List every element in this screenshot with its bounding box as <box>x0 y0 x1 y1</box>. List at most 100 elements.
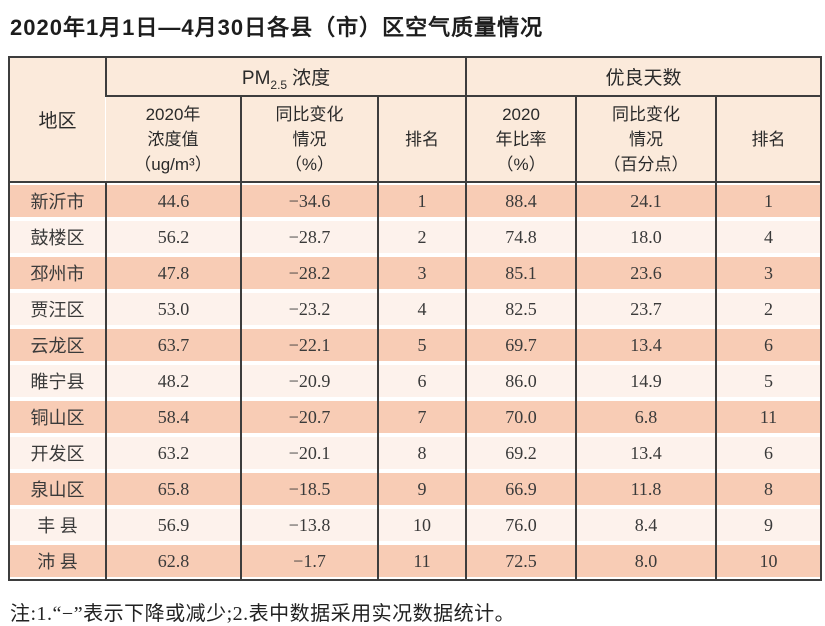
pm25-suffix: 浓度 <box>292 68 331 89</box>
good-rank-cell: 5 <box>715 363 822 399</box>
pm-value-cell: 44.6 <box>105 182 241 219</box>
pm-change-cell: −34.6 <box>240 182 378 219</box>
good-change-header-line2: 情况 <box>629 129 664 149</box>
pm-change-header-line2: 情况 <box>292 129 327 149</box>
pm-change-cell: −1.7 <box>240 543 378 580</box>
good-ratio-cell: 69.7 <box>465 327 577 363</box>
good-change-cell: 23.7 <box>575 291 717 327</box>
good-change-cell: 8.0 <box>575 543 717 580</box>
region-cell: 铜山区 <box>9 399 106 435</box>
pm-value-cell: 63.7 <box>105 327 241 363</box>
good-change-cell: 13.4 <box>575 435 717 471</box>
table-row: 云龙区 63.7 −22.1 5 69.7 13.4 6 <box>9 327 822 363</box>
good-rank-cell: 4 <box>715 219 822 255</box>
good-change-cell: 13.4 <box>575 327 717 363</box>
good-change-cell: 18.0 <box>575 219 717 255</box>
pm-value-header-line1: 2020年 <box>145 104 201 124</box>
header-group-row: 地区 PM2.5 浓度 优良天数 <box>9 57 822 183</box>
good-ratio-cell: 76.0 <box>465 507 577 543</box>
pm-change-cell: −28.7 <box>240 219 378 255</box>
region-cell: 丰 县 <box>9 507 106 543</box>
col-header-good-change: 同比变化 情况 （百分点） <box>575 96 717 183</box>
good-change-cell: 11.8 <box>575 471 717 507</box>
good-rank-cell: 11 <box>715 399 822 435</box>
table-row: 沛 县 62.8 −1.7 11 72.5 8.0 10 <box>9 543 822 580</box>
page-title: 2020年1月1日—4月30日各县（市）区空气质量情况 <box>10 15 544 40</box>
header-sub-row: 2020年 浓度值 （ug/m³） 同比变化 情况 （%） 排名 2020 年比… <box>9 96 822 183</box>
pm-rank-cell: 10 <box>376 507 467 543</box>
col-header-good-rank: 排名 <box>715 96 822 183</box>
pm-value-cell: 62.8 <box>105 543 241 580</box>
col-header-region: 地区 <box>9 57 106 183</box>
good-rank-cell: 6 <box>715 327 822 363</box>
good-change-cell: 23.6 <box>575 255 717 291</box>
air-quality-table: 地区 PM2.5 浓度 优良天数 2020年 浓度值 （ug/m³） 同比变化 情… <box>8 56 823 581</box>
footnote: 注:1.“−”表示下降或减少;2.表中数据采用实况数据统计。 <box>10 603 516 625</box>
good-ratio-cell: 69.2 <box>465 435 577 471</box>
region-cell: 睢宁县 <box>9 363 106 399</box>
pm-value-header-line2: 浓度值 <box>147 129 199 149</box>
region-cell: 鼓楼区 <box>9 219 106 255</box>
pm-value-cell: 56.2 <box>105 219 241 255</box>
pm-value-cell: 56.9 <box>105 507 241 543</box>
pm-change-cell: −28.2 <box>240 255 378 291</box>
good-rank-cell: 3 <box>715 255 822 291</box>
good-rank-cell: 8 <box>715 471 822 507</box>
good-ratio-cell: 74.8 <box>465 219 577 255</box>
good-change-cell: 24.1 <box>575 182 717 219</box>
good-ratio-cell: 88.4 <box>465 182 577 219</box>
pm-rank-cell: 9 <box>376 471 467 507</box>
good-ratio-header-line1: 2020 <box>502 104 540 124</box>
good-rank-cell: 6 <box>715 435 822 471</box>
pm-value-cell: 47.8 <box>105 255 241 291</box>
pm-change-cell: −22.1 <box>240 327 378 363</box>
table-row: 铜山区 58.4 −20.7 7 70.0 6.8 11 <box>9 399 822 435</box>
pm-rank-cell: 8 <box>376 435 467 471</box>
pm-value-cell: 58.4 <box>105 399 241 435</box>
pm-change-header-line3: （%） <box>284 154 335 174</box>
pm-value-cell: 53.0 <box>105 291 241 327</box>
region-cell: 邳州市 <box>9 255 106 291</box>
table-header: 地区 PM2.5 浓度 优良天数 2020年 浓度值 （ug/m³） 同比变化 情… <box>9 57 822 183</box>
good-rank-cell: 1 <box>715 182 822 219</box>
pm-value-header-line3: （ug/m³） <box>134 154 212 174</box>
pm-change-cell: −23.2 <box>240 291 378 327</box>
col-group-good-days: 优良天数 <box>465 57 822 97</box>
good-ratio-cell: 66.9 <box>465 471 577 507</box>
col-header-pm-change: 同比变化 情况 （%） <box>240 96 378 183</box>
good-ratio-cell: 72.5 <box>465 543 577 580</box>
col-header-good-ratio: 2020 年比率 （%） <box>465 96 577 183</box>
region-cell: 贾汪区 <box>9 291 106 327</box>
pm-rank-cell: 7 <box>376 399 467 435</box>
good-rank-cell: 9 <box>715 507 822 543</box>
table-row: 丰 县 56.9 −13.8 10 76.0 8.4 9 <box>9 507 822 543</box>
region-cell: 沛 县 <box>9 543 106 580</box>
pm-rank-cell: 5 <box>376 327 467 363</box>
table-row: 泉山区 65.8 −18.5 9 66.9 11.8 8 <box>9 471 822 507</box>
pm-rank-cell: 4 <box>376 291 467 327</box>
good-change-cell: 8.4 <box>575 507 717 543</box>
pm-rank-cell: 11 <box>376 543 467 580</box>
good-ratio-header-line2: 年比率 <box>495 129 547 149</box>
region-cell: 开发区 <box>9 435 106 471</box>
good-change-header-line1: 同比变化 <box>612 104 681 124</box>
good-ratio-header-line3: （%） <box>496 154 546 174</box>
pm-change-cell: −18.5 <box>240 471 378 507</box>
table-row: 邳州市 47.8 −28.2 3 85.1 23.6 3 <box>9 255 822 291</box>
pm-change-cell: −20.7 <box>240 399 378 435</box>
good-rank-cell: 2 <box>715 291 822 327</box>
table-row: 贾汪区 53.0 −23.2 4 82.5 23.7 2 <box>9 291 822 327</box>
good-ratio-cell: 70.0 <box>465 399 577 435</box>
good-ratio-cell: 86.0 <box>465 363 577 399</box>
pm-value-cell: 63.2 <box>105 435 241 471</box>
pm-rank-cell: 1 <box>376 182 467 219</box>
table-row: 鼓楼区 56.2 −28.7 2 74.8 18.0 4 <box>9 219 822 255</box>
pm-change-header-line1: 同比变化 <box>275 104 344 124</box>
table-row: 睢宁县 48.2 −20.9 6 86.0 14.9 5 <box>9 363 822 399</box>
good-rank-cell: 10 <box>715 543 822 580</box>
good-change-cell: 14.9 <box>575 363 717 399</box>
good-change-header-line3: （百分点） <box>603 154 689 174</box>
pm-rank-cell: 2 <box>376 219 467 255</box>
pm25-subscript: 2.5 <box>270 77 288 92</box>
